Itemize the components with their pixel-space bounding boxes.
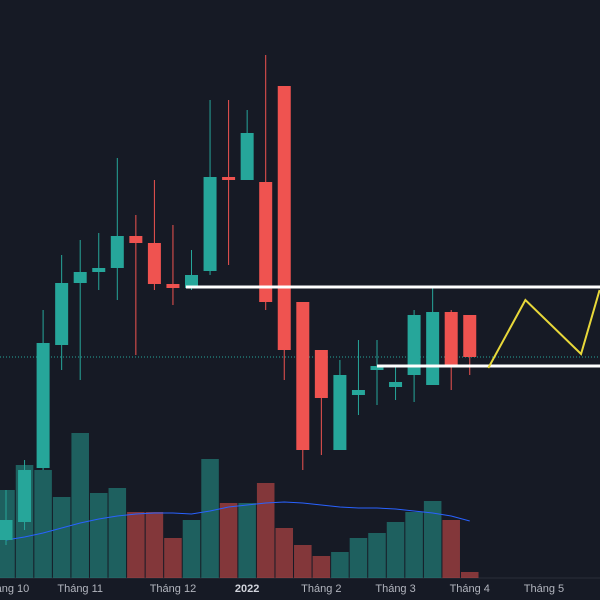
volume-bar xyxy=(219,503,238,578)
x-tick-label: Tháng 11 xyxy=(57,583,103,595)
volume-bar xyxy=(256,483,275,578)
candle-body xyxy=(333,375,347,450)
x-tick-label: 2022 xyxy=(235,583,259,595)
candle-body xyxy=(426,312,440,385)
candle-body xyxy=(73,272,87,283)
candle-body xyxy=(166,284,180,288)
volume-bar xyxy=(164,538,182,578)
candle-body xyxy=(277,86,291,350)
candle-body xyxy=(222,177,236,180)
x-tick-label: Tháng 12 xyxy=(150,583,196,595)
candle-body xyxy=(407,315,421,375)
candle-body xyxy=(55,283,69,345)
volume-ma-line xyxy=(5,501,470,541)
volume-bar xyxy=(294,545,312,578)
volume-bar xyxy=(312,556,331,578)
volume-bar xyxy=(108,488,127,578)
volume-bar xyxy=(349,538,368,578)
candle-body xyxy=(0,520,13,540)
x-tick-label: Tháng 5 xyxy=(524,583,564,595)
candle-body xyxy=(18,470,32,522)
candle-body xyxy=(240,133,254,180)
volume-bar xyxy=(368,533,386,578)
volume-bar xyxy=(460,572,479,578)
volume-bar xyxy=(442,520,460,578)
candle-body xyxy=(370,366,384,370)
volume-bar xyxy=(127,512,145,578)
candle-body xyxy=(129,236,143,243)
volume-bar xyxy=(386,522,405,578)
candle-body xyxy=(351,390,365,395)
volume-bar xyxy=(145,512,164,578)
candle-body xyxy=(92,268,106,272)
candle-body xyxy=(203,177,217,271)
candle-body xyxy=(110,236,124,268)
candle-body xyxy=(36,343,50,468)
candle-body xyxy=(296,302,310,450)
x-tick-label: Tháng 4 xyxy=(450,583,490,595)
volume-bar xyxy=(34,470,52,578)
x-tick-label: Tháng 10 xyxy=(0,583,29,595)
volume-bar xyxy=(405,512,423,578)
volume-bar xyxy=(182,520,201,578)
candle-body xyxy=(444,312,458,365)
candle-body xyxy=(389,382,403,387)
volume-bar xyxy=(71,433,89,578)
candle-body xyxy=(147,243,161,284)
volume-bar xyxy=(89,493,108,578)
candle-body xyxy=(185,275,198,288)
candle-body xyxy=(259,182,273,302)
volume-bar xyxy=(331,552,349,578)
candle-body xyxy=(314,350,328,398)
projection-line xyxy=(487,289,600,369)
volume-bar xyxy=(423,501,442,578)
x-tick-label: Tháng 2 xyxy=(301,583,341,595)
volume-bar xyxy=(238,503,256,578)
volume-bar xyxy=(275,528,294,578)
volume-bar xyxy=(201,459,219,578)
volume-bar xyxy=(52,497,71,578)
candle-body xyxy=(463,315,477,357)
x-tick-label: Tháng 3 xyxy=(375,583,415,595)
